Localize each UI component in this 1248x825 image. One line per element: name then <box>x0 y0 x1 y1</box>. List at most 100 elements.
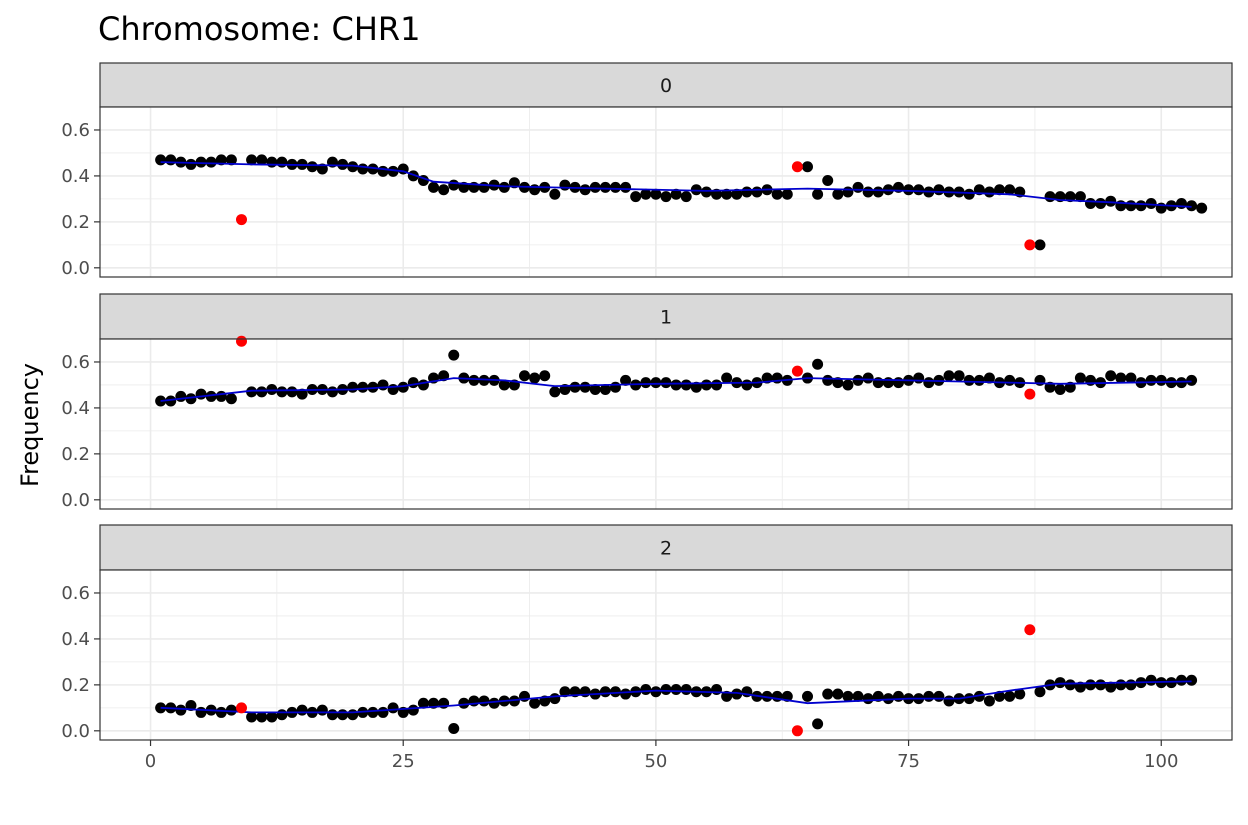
y-tick-label: 0.6 <box>61 352 90 373</box>
data-point <box>802 690 813 702</box>
data-point <box>306 161 318 173</box>
data-point <box>185 700 197 712</box>
data-point <box>852 690 864 702</box>
data-point <box>670 683 682 695</box>
data-point <box>913 372 925 384</box>
data-point <box>1145 674 1157 686</box>
data-point <box>387 165 399 177</box>
data-point <box>994 184 1006 196</box>
data-point <box>983 186 995 198</box>
data-point <box>842 379 854 391</box>
data-point <box>195 156 207 168</box>
data-point <box>559 179 571 191</box>
facet-strip <box>99 293 1233 340</box>
panel-1: 1 0.0 0.2 0.4 0.6 <box>61 293 1233 511</box>
x-tick-label: 100 <box>1144 751 1178 772</box>
data-point <box>1074 372 1086 384</box>
data-point <box>529 184 541 196</box>
data-point <box>205 156 217 168</box>
data-point <box>1034 239 1046 251</box>
y-tick-label: 0.6 <box>61 583 90 604</box>
chart-title: Chromosome: CHR1 <box>98 10 420 48</box>
data-point <box>1155 374 1167 386</box>
highlight-point <box>1024 239 1036 251</box>
data-point <box>367 706 379 718</box>
y-tick-label: 0.0 <box>61 258 90 279</box>
data-point <box>892 690 904 702</box>
highlight-point <box>1024 624 1036 636</box>
data-point <box>579 381 591 393</box>
highlight-point <box>236 214 247 226</box>
data-point <box>569 381 581 393</box>
data-point <box>246 386 258 398</box>
data-point <box>711 379 723 391</box>
smooth-line <box>160 680 1192 714</box>
data-point <box>1186 374 1198 386</box>
data-point <box>983 372 995 384</box>
data-point <box>589 181 601 193</box>
data-point <box>407 704 419 716</box>
data-point <box>488 697 500 709</box>
data-point <box>1004 184 1016 196</box>
panel-2: 2 0.0 0.2 0.4 0.6 <box>61 524 1233 742</box>
data-point <box>215 390 227 402</box>
data-point <box>1054 384 1066 396</box>
data-point <box>246 711 258 723</box>
data-point <box>599 686 611 698</box>
data-point <box>973 374 985 386</box>
data-point <box>549 386 561 398</box>
data-point <box>832 188 844 200</box>
data-point <box>822 374 834 386</box>
data-point <box>1014 688 1026 700</box>
data-point <box>165 154 177 166</box>
data-point <box>256 386 268 398</box>
data-point <box>630 191 642 203</box>
data-point <box>508 695 520 707</box>
data-point <box>609 381 621 393</box>
data-point <box>721 372 733 384</box>
data-point <box>246 154 258 166</box>
data-point <box>215 154 227 166</box>
data-point <box>165 395 177 407</box>
data-point <box>721 188 733 200</box>
highlight-point <box>791 161 803 173</box>
y-tick-label: 0.4 <box>61 629 90 650</box>
data-point <box>195 388 207 400</box>
data-point <box>448 179 460 191</box>
data-point <box>185 158 197 170</box>
data-point <box>407 377 419 389</box>
data-point <box>599 181 611 193</box>
data-point <box>599 384 611 396</box>
data-point <box>458 697 470 709</box>
data-point <box>498 181 510 193</box>
data-point <box>1125 372 1137 384</box>
data-point <box>1074 681 1086 693</box>
data-point <box>822 688 834 700</box>
data-point <box>690 184 702 196</box>
data-point <box>973 690 985 702</box>
panel-border <box>99 106 1233 278</box>
y-axis-title: Frequency <box>16 363 44 487</box>
data-point <box>276 709 288 721</box>
data-point <box>448 723 460 735</box>
data-point <box>539 370 551 382</box>
data-point <box>1135 200 1147 212</box>
data-point <box>812 718 824 730</box>
data-point <box>1105 681 1117 693</box>
highlight-point <box>791 365 803 377</box>
data-point <box>620 374 632 386</box>
data-point <box>842 690 854 702</box>
data-point <box>913 184 925 196</box>
data-point <box>357 163 369 175</box>
data-point <box>872 186 884 198</box>
y-tick-label: 0.0 <box>61 721 90 742</box>
data-point <box>842 186 854 198</box>
data-point <box>155 154 167 166</box>
highlight-point <box>791 725 803 737</box>
panel-border <box>99 569 1233 741</box>
data-point <box>316 704 328 716</box>
data-point <box>933 690 945 702</box>
data-point <box>397 381 409 393</box>
y-tick-label: 0.2 <box>61 675 90 696</box>
data-point <box>417 697 429 709</box>
